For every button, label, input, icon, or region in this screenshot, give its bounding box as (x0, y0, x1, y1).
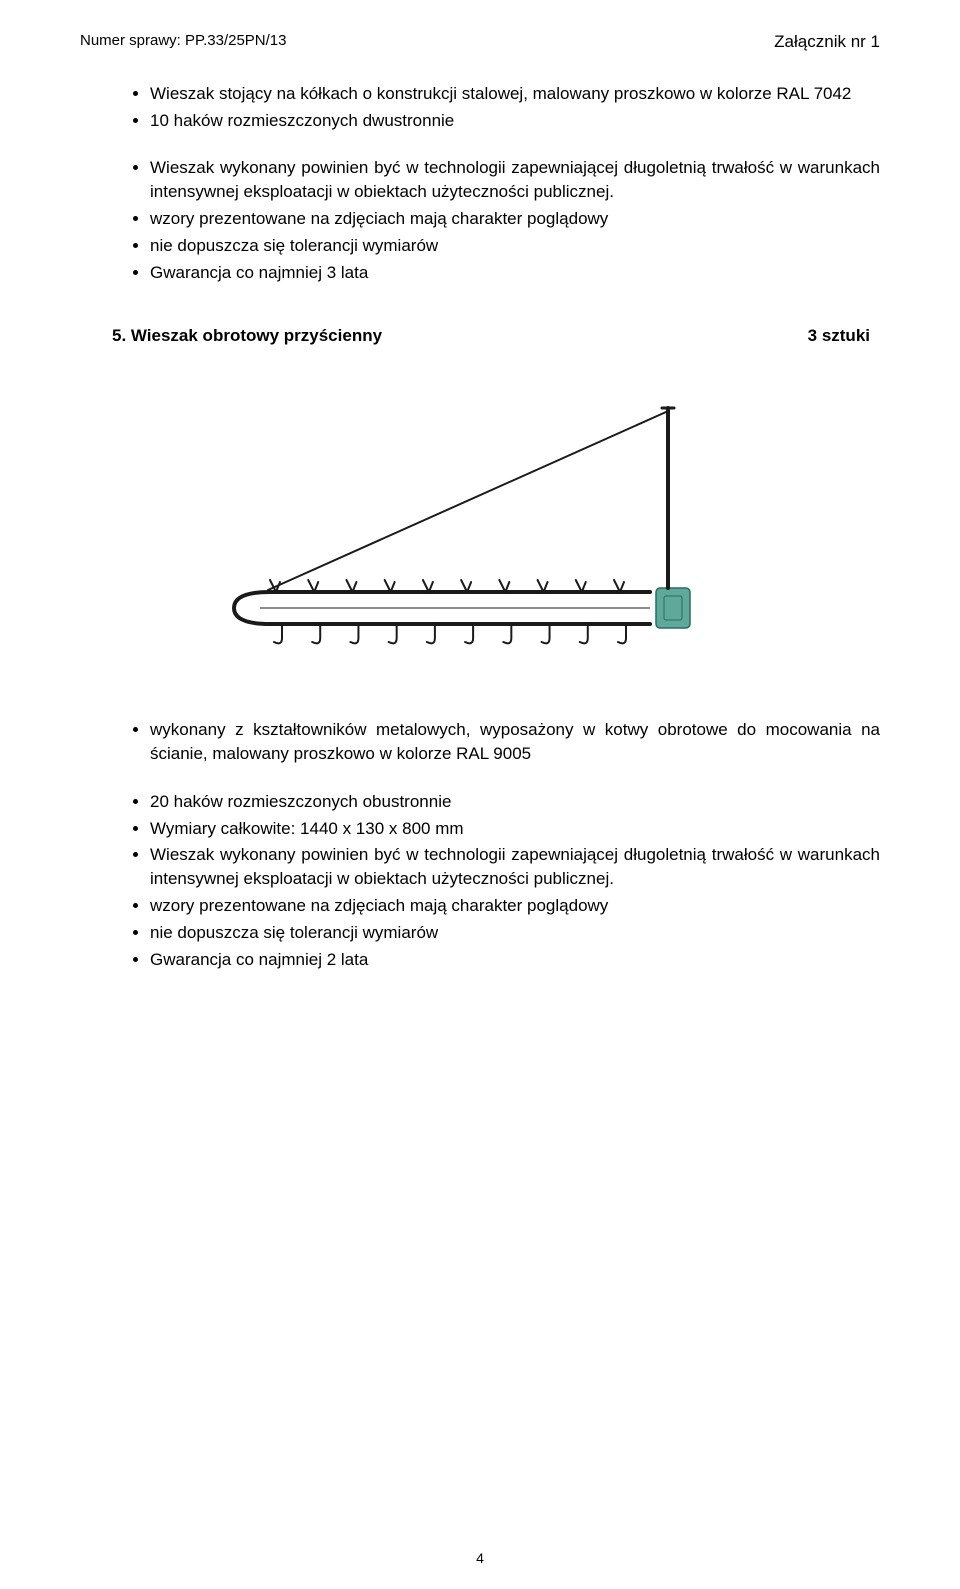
list-item: Wymiary całkowite: 1440 x 130 x 800 mm (150, 817, 880, 841)
product-image (80, 378, 880, 658)
list-item: nie dopuszcza się tolerancji wymiarów (150, 921, 880, 945)
section5-list-a: wykonany z kształtowników metalowych, wy… (80, 718, 880, 766)
list-item: Wieszak wykonany powinien być w technolo… (150, 843, 880, 891)
section5-list-b: 20 haków rozmieszczonych obustronnie Wym… (80, 790, 880, 972)
list-item: 10 haków rozmieszczonych dwustronnie (150, 109, 880, 133)
block1-list-b: Wieszak wykonany powinien być w technolo… (80, 156, 880, 284)
list-item: wzory prezentowane na zdjęciach mają cha… (150, 207, 880, 231)
page-number: 4 (0, 1549, 960, 1569)
header-right: Załącznik nr 1 (774, 30, 880, 54)
list-item: wzory prezentowane na zdjęciach mają cha… (150, 894, 880, 918)
list-item: Wieszak stojący na kółkach o konstrukcji… (150, 82, 880, 106)
section5-heading: 5. Wieszak obrotowy przyścienny 3 sztuki (80, 324, 880, 348)
section5-qty: 3 sztuki (808, 324, 870, 348)
block1-list-a: Wieszak stojący na kółkach o konstrukcji… (80, 82, 880, 133)
page-header: Numer sprawy: PP.33/25PN/13 Załącznik nr… (80, 30, 880, 54)
list-item: Gwarancja co najmniej 3 lata (150, 261, 880, 285)
section5-title: 5. Wieszak obrotowy przyścienny (112, 324, 382, 348)
header-left: Numer sprawy: PP.33/25PN/13 (80, 30, 287, 54)
list-item: wykonany z kształtowników metalowych, wy… (150, 718, 880, 766)
coat-rack-illustration (220, 378, 740, 658)
list-item: 20 haków rozmieszczonych obustronnie (150, 790, 880, 814)
list-item: nie dopuszcza się tolerancji wymiarów (150, 234, 880, 258)
list-item: Wieszak wykonany powinien być w technolo… (150, 156, 880, 204)
list-item: Gwarancja co najmniej 2 lata (150, 948, 880, 972)
